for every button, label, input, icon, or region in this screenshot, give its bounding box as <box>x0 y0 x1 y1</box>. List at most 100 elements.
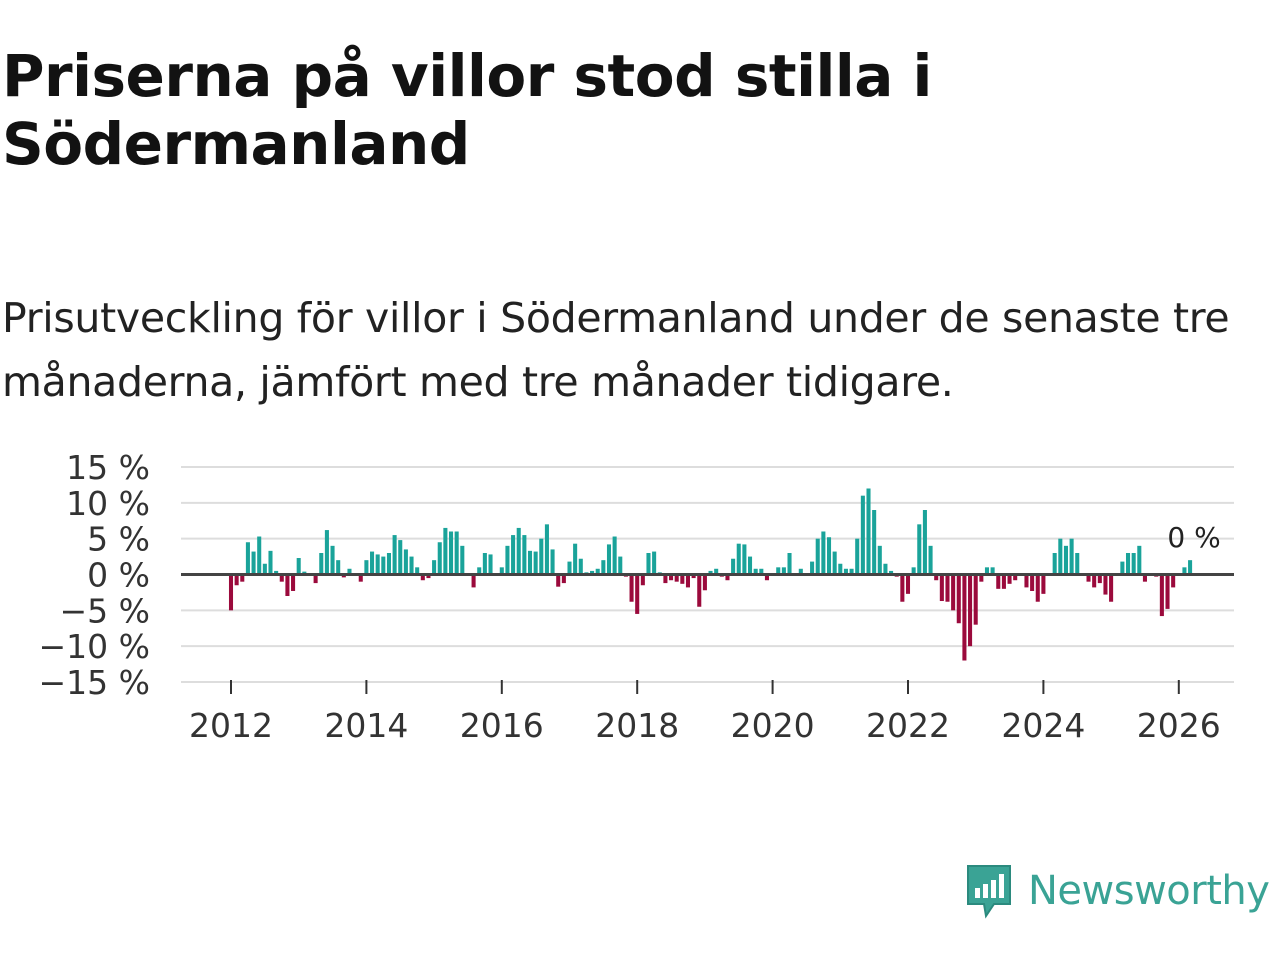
bar <box>279 574 284 582</box>
y-tick-label: −15 % <box>39 663 151 702</box>
bar <box>426 574 431 579</box>
bar <box>432 560 437 575</box>
x-axis: 2012 2014 2016 2018 2020 2022 2024 2026 <box>189 680 1221 745</box>
x-tick-label: 2018 <box>595 706 679 745</box>
bar <box>945 574 950 602</box>
bar <box>674 574 679 582</box>
bar <box>680 574 685 584</box>
bar <box>900 574 905 602</box>
bar <box>606 544 612 575</box>
bar-chart: 15 %10 %5 %0 %−5 %−10 %−15 % 2012 2014 201… <box>39 448 1234 745</box>
bar <box>877 545 882 575</box>
bar <box>685 574 690 588</box>
bar <box>1120 561 1125 575</box>
bar <box>956 574 961 624</box>
bar <box>849 568 854 575</box>
bar <box>759 568 764 575</box>
bar <box>454 531 459 575</box>
bar <box>787 553 792 575</box>
y-tick-label: 15 % <box>66 448 150 487</box>
bar <box>1052 553 1057 575</box>
x-tick-label: 2022 <box>866 706 950 745</box>
bar <box>731 558 736 575</box>
bar <box>663 574 668 584</box>
bar <box>1109 574 1114 602</box>
bar <box>324 530 329 575</box>
bar <box>1171 574 1176 588</box>
bar <box>702 574 707 591</box>
bar <box>1030 574 1035 591</box>
bar <box>855 538 860 575</box>
bar <box>482 553 487 575</box>
bar <box>262 563 267 575</box>
bar <box>832 551 837 575</box>
bar <box>968 574 973 647</box>
bar <box>460 545 465 575</box>
bar <box>1103 574 1108 595</box>
bar <box>1058 538 1063 575</box>
bar <box>736 543 741 575</box>
x-tick-label: 2016 <box>460 706 544 745</box>
bar <box>550 549 555 575</box>
x-tick-label: 2014 <box>324 706 408 745</box>
bar <box>776 567 781 575</box>
bar <box>392 535 397 575</box>
last-value-label: 0 % <box>1167 521 1220 554</box>
bar <box>228 574 234 611</box>
bar <box>511 535 516 575</box>
bar <box>1001 574 1006 589</box>
bar <box>285 574 290 596</box>
bar <box>375 554 380 575</box>
bar <box>370 551 375 575</box>
bar <box>866 488 871 575</box>
bar <box>725 574 730 581</box>
bar <box>1007 574 1012 584</box>
bar <box>573 543 578 575</box>
bar <box>990 567 995 575</box>
bar <box>381 556 386 575</box>
bar <box>618 556 623 575</box>
y-tick-label: −10 % <box>39 627 151 666</box>
bar <box>697 574 702 607</box>
bar <box>234 574 239 586</box>
bar <box>1188 560 1193 575</box>
bar <box>798 568 803 575</box>
bar <box>330 545 335 575</box>
bar <box>268 550 273 575</box>
bar <box>274 570 279 575</box>
bar <box>539 538 544 575</box>
bar <box>821 531 826 575</box>
bar <box>928 545 933 575</box>
bar <box>838 563 843 575</box>
bar <box>810 561 815 575</box>
chart-title: Priserna på villor stod stilla i Söderma… <box>2 42 932 178</box>
bar <box>753 568 758 575</box>
bar <box>1075 553 1080 575</box>
bar <box>748 556 753 575</box>
bar <box>635 574 640 614</box>
bar <box>488 554 493 575</box>
bar <box>1131 553 1136 575</box>
bar <box>601 560 606 575</box>
bar <box>336 560 341 575</box>
bar <box>403 549 408 575</box>
bar <box>872 510 877 575</box>
bar <box>347 568 352 575</box>
bar <box>922 510 927 575</box>
bar <box>708 570 713 575</box>
bar <box>409 556 414 575</box>
bar <box>1069 538 1074 575</box>
bar <box>240 574 245 582</box>
bar <box>612 536 617 575</box>
newsworthy-logo-icon <box>967 865 1011 919</box>
bar <box>595 568 600 575</box>
bar <box>364 560 369 575</box>
bar <box>962 574 967 661</box>
bar <box>826 537 832 575</box>
bar <box>996 574 1001 589</box>
x-tick-label: 2024 <box>1001 706 1085 745</box>
y-tick-label: 0 % <box>87 556 150 595</box>
bar <box>951 574 956 611</box>
bar <box>251 551 256 575</box>
bar <box>358 574 363 582</box>
